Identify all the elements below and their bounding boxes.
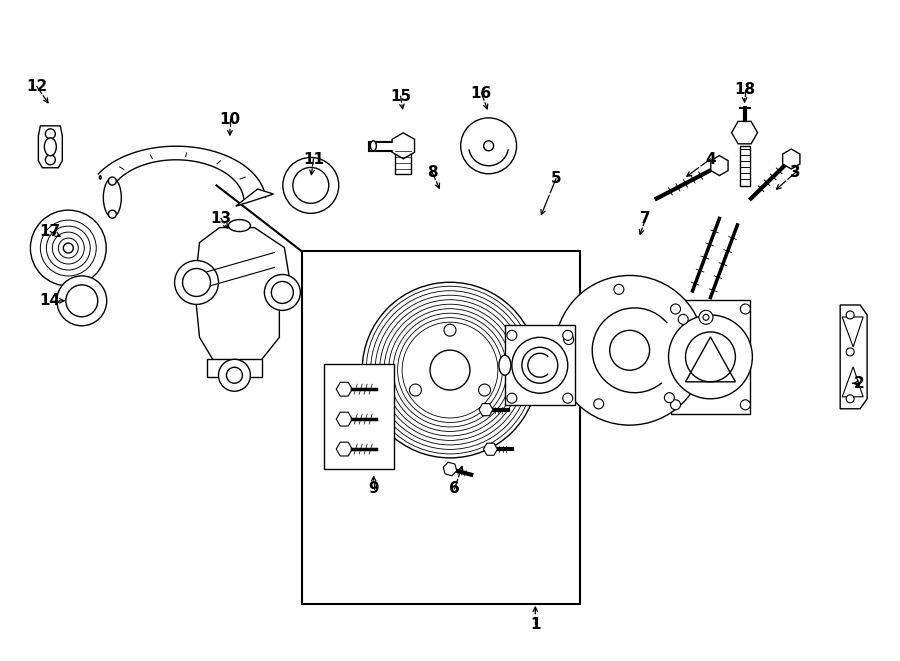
Circle shape — [66, 285, 98, 317]
Text: 12: 12 — [26, 79, 48, 94]
Polygon shape — [483, 443, 498, 455]
Text: 11: 11 — [303, 151, 324, 167]
Text: 8: 8 — [427, 165, 437, 180]
Circle shape — [175, 260, 219, 305]
Circle shape — [292, 167, 328, 204]
Circle shape — [507, 330, 517, 340]
Circle shape — [846, 395, 854, 403]
Circle shape — [227, 368, 242, 383]
Bar — [302, 251, 580, 604]
Polygon shape — [783, 149, 800, 169]
Circle shape — [362, 282, 538, 458]
Circle shape — [219, 360, 250, 391]
Text: 2: 2 — [853, 375, 864, 391]
Text: 4: 4 — [705, 151, 716, 167]
Polygon shape — [711, 155, 728, 176]
Circle shape — [507, 393, 517, 403]
Polygon shape — [841, 305, 867, 408]
Polygon shape — [444, 462, 456, 476]
Bar — [505, 325, 575, 405]
Circle shape — [664, 393, 674, 403]
Ellipse shape — [229, 219, 250, 231]
Text: 15: 15 — [390, 89, 411, 104]
Text: 9: 9 — [368, 481, 379, 496]
Polygon shape — [236, 189, 274, 206]
Circle shape — [562, 393, 572, 403]
Circle shape — [444, 324, 456, 336]
Circle shape — [563, 334, 573, 344]
Text: 5: 5 — [551, 171, 562, 186]
Text: 13: 13 — [211, 211, 231, 226]
Ellipse shape — [499, 355, 511, 375]
Circle shape — [594, 399, 604, 409]
Polygon shape — [337, 382, 352, 396]
Circle shape — [686, 332, 735, 382]
Circle shape — [669, 315, 752, 399]
Circle shape — [614, 284, 624, 294]
Circle shape — [31, 210, 106, 286]
Circle shape — [562, 330, 572, 340]
Circle shape — [461, 118, 517, 174]
Circle shape — [522, 347, 558, 383]
Circle shape — [108, 177, 116, 185]
Polygon shape — [98, 146, 266, 198]
Ellipse shape — [371, 141, 376, 151]
Text: 10: 10 — [220, 112, 240, 127]
Circle shape — [410, 384, 421, 396]
Bar — [206, 360, 263, 377]
Circle shape — [272, 282, 293, 303]
Text: 1: 1 — [530, 617, 541, 631]
Polygon shape — [194, 227, 289, 362]
Polygon shape — [337, 442, 352, 456]
Polygon shape — [39, 126, 62, 168]
Text: 17: 17 — [40, 224, 61, 239]
Polygon shape — [337, 412, 352, 426]
Circle shape — [108, 210, 116, 218]
Circle shape — [670, 400, 680, 410]
Text: 6: 6 — [449, 481, 460, 496]
Text: 16: 16 — [471, 85, 492, 100]
Bar — [324, 364, 394, 469]
Circle shape — [45, 129, 55, 139]
Circle shape — [609, 330, 650, 370]
Bar — [395, 146, 411, 174]
Bar — [740, 145, 750, 186]
Circle shape — [512, 337, 568, 393]
Circle shape — [846, 348, 854, 356]
Circle shape — [483, 141, 493, 151]
Circle shape — [57, 276, 107, 326]
Circle shape — [699, 310, 713, 325]
Circle shape — [183, 268, 211, 296]
Circle shape — [679, 315, 688, 325]
Polygon shape — [732, 122, 758, 144]
Circle shape — [703, 315, 709, 321]
Text: 7: 7 — [641, 211, 651, 226]
Circle shape — [45, 155, 55, 165]
Ellipse shape — [104, 178, 122, 217]
Ellipse shape — [99, 176, 101, 179]
Circle shape — [63, 243, 73, 253]
Circle shape — [741, 400, 751, 410]
Bar — [670, 299, 751, 414]
Circle shape — [741, 304, 751, 314]
Text: 3: 3 — [790, 165, 801, 180]
Polygon shape — [479, 404, 493, 416]
Circle shape — [430, 350, 470, 390]
Circle shape — [554, 276, 705, 425]
Circle shape — [283, 157, 338, 214]
Ellipse shape — [44, 138, 57, 156]
Circle shape — [265, 274, 301, 311]
Circle shape — [670, 304, 680, 314]
Text: 18: 18 — [734, 82, 755, 97]
Polygon shape — [392, 133, 415, 159]
Text: 14: 14 — [40, 293, 61, 308]
Circle shape — [846, 311, 854, 319]
Circle shape — [479, 384, 490, 396]
